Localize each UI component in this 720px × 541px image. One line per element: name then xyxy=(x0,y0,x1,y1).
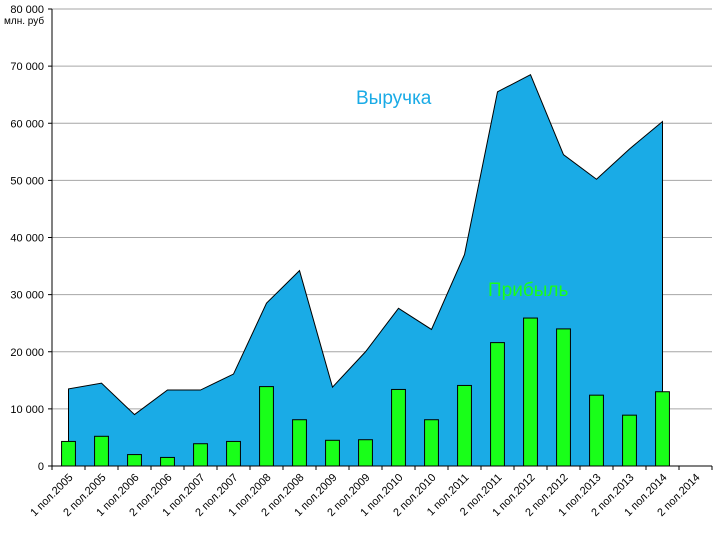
revenue-series-label: Выручка xyxy=(356,88,432,109)
profit-bar xyxy=(358,439,373,467)
axes xyxy=(51,9,713,470)
profit-bar xyxy=(655,391,670,467)
profit-bar xyxy=(523,317,538,467)
profit-bar xyxy=(259,386,274,467)
profit-bar xyxy=(457,384,472,467)
y-tick-label: 50 000 xyxy=(10,175,44,187)
profit-series-label: Прибыль xyxy=(488,280,568,301)
revenue-area-layer xyxy=(68,73,663,467)
profit-bar xyxy=(490,342,505,467)
profit-bar xyxy=(94,435,109,467)
y-tick-label: 30 000 xyxy=(10,290,44,302)
profit-bar xyxy=(622,414,637,467)
profit-bar xyxy=(160,456,175,467)
y-tick-labels: 0 10 000 20 000 30 000 40 000 50 000 60 000 70 … xyxy=(10,4,44,473)
y-tick-label: 10 000 xyxy=(10,404,44,416)
profit-bar xyxy=(193,443,208,467)
profit-bar xyxy=(556,328,571,467)
y-tick-label: 60 000 xyxy=(10,118,44,130)
profit-bar xyxy=(325,439,340,467)
y-tick-label: 0 xyxy=(38,461,44,473)
y-tick-label: 70 000 xyxy=(10,61,44,73)
profit-bar xyxy=(226,440,241,467)
y-tick-label: 40 000 xyxy=(10,233,44,245)
profit-bar xyxy=(292,419,307,467)
revenue-area xyxy=(68,73,663,467)
y-tick-label: 20 000 xyxy=(10,347,44,359)
profit-bar xyxy=(61,440,76,467)
profit-bar xyxy=(589,394,604,467)
profit-bar xyxy=(127,454,142,467)
y-tick-label: 80 000 xyxy=(10,4,44,16)
profit-bar xyxy=(424,419,439,467)
profit-bar xyxy=(391,388,406,467)
y-unit-label: млн. руб xyxy=(4,15,44,27)
